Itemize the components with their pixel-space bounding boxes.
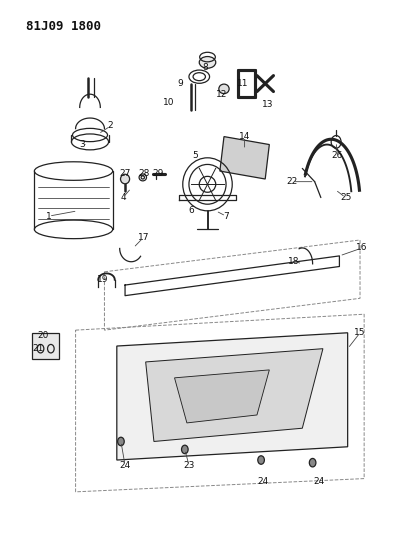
Polygon shape (175, 370, 269, 423)
Text: 29: 29 (152, 169, 164, 178)
Text: 16: 16 (356, 244, 368, 253)
Text: 7: 7 (223, 212, 229, 221)
Text: 25: 25 (340, 193, 351, 202)
Text: 19: 19 (97, 275, 108, 284)
Text: 3: 3 (79, 140, 85, 149)
Ellipse shape (219, 84, 229, 94)
Text: 9: 9 (178, 79, 183, 88)
Text: 14: 14 (239, 132, 250, 141)
Text: 10: 10 (163, 98, 174, 107)
Polygon shape (220, 136, 269, 179)
Ellipse shape (199, 56, 216, 68)
Circle shape (181, 445, 188, 454)
Text: 8: 8 (203, 63, 208, 72)
Bar (32, 333, 59, 359)
Text: 15: 15 (354, 328, 366, 337)
Text: 24: 24 (120, 461, 131, 470)
Text: 18: 18 (288, 257, 300, 265)
Circle shape (258, 456, 264, 464)
Text: 21: 21 (33, 344, 44, 353)
Text: 11: 11 (237, 79, 248, 88)
Circle shape (117, 437, 124, 446)
Polygon shape (146, 349, 323, 441)
Text: 28: 28 (138, 169, 149, 178)
Text: 4: 4 (120, 193, 126, 202)
Circle shape (309, 458, 316, 467)
Text: 1: 1 (46, 212, 52, 221)
Text: 81J09 1800: 81J09 1800 (26, 20, 101, 33)
Text: 5: 5 (192, 151, 198, 160)
Polygon shape (117, 333, 348, 460)
Text: 17: 17 (138, 233, 149, 242)
Text: 24: 24 (258, 477, 269, 486)
Text: 26: 26 (332, 151, 343, 160)
Text: 6: 6 (188, 206, 194, 215)
Text: 13: 13 (261, 100, 273, 109)
Ellipse shape (120, 174, 129, 184)
Text: 20: 20 (37, 331, 48, 340)
Text: 2: 2 (108, 122, 113, 131)
Text: 12: 12 (216, 90, 227, 99)
Text: 24: 24 (313, 477, 325, 486)
Text: 22: 22 (286, 177, 298, 186)
Text: 27: 27 (120, 169, 131, 178)
Text: 23: 23 (183, 461, 195, 470)
